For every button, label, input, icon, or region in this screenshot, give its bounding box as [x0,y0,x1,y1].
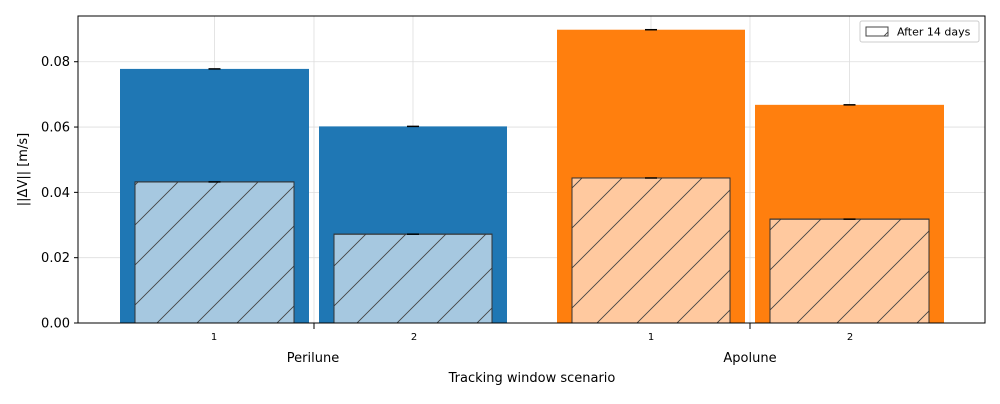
legend-box [859,20,980,43]
group-label-perilune: Perilune [287,351,339,366]
bar-after-14-days-hatch-apolune-1 [571,177,731,324]
y-tick-label: 0.06 [41,121,70,136]
legend-swatch-after-14-days [865,26,889,37]
bar-after-14-days-hatch-apolune-2 [769,218,930,324]
bars [120,28,944,324]
x-tick-label: 2 [847,332,853,343]
bar-after-14-days-hatch-perilune-2 [333,233,493,324]
x-axis-label: Tracking window scenario [448,371,616,386]
y-axis-label: ||ΔV|| [m/s] [16,133,31,206]
bar-after-14-days-hatch-perilune-1 [134,181,295,324]
x-tick-label: 2 [411,332,417,343]
y-tick-label: 0.02 [41,251,70,266]
y-tick-label: 0.00 [41,317,70,332]
y-tick-label: 0.08 [41,55,70,70]
axes: 0.00 0.02 0.04 0.06 0.08 1 2 1 2 Perilune Apolune [41,55,853,366]
legend: After 14 days [859,20,980,43]
x-tick-label: 1 [211,332,217,343]
plot-frame [77,15,986,324]
legend-label-after-14-days: After 14 days [897,26,971,39]
y-tick-label: 0.04 [41,186,70,201]
group-label-apolune: Apolune [723,351,776,366]
x-tick-label: 1 [648,332,654,343]
